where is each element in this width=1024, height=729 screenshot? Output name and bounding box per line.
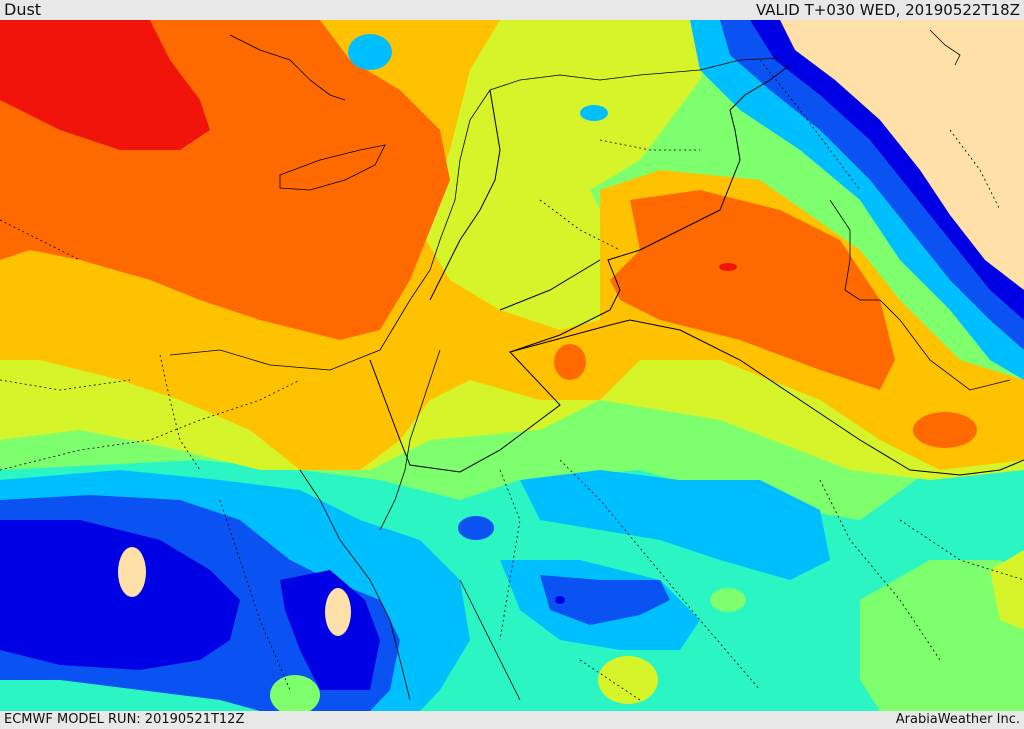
field-high-east — [610, 190, 895, 390]
header-bar: Dust VALID T+030 WED, 20190522T18Z — [0, 0, 1024, 20]
field-high-gulf — [913, 412, 977, 448]
field-med-low-se — [860, 560, 1024, 711]
coastlines — [169, 29, 1011, 701]
field-none-2 — [325, 588, 351, 636]
field-very-low-spot — [458, 516, 494, 540]
credit-label: ArabiaWeather Inc. — [895, 712, 1020, 727]
field-medium-north — [418, 54, 462, 90]
field-med-low-spot — [710, 588, 746, 612]
field-none-iran — [780, 20, 1024, 290]
field-lower-central — [520, 470, 830, 580]
field-medium-spot-s — [598, 656, 658, 704]
dust-forecast-map — [0, 20, 1024, 711]
field-none-1 — [118, 547, 146, 597]
field-minimal-central — [555, 596, 565, 604]
field-minimal-sw — [0, 520, 240, 670]
model-run-label: ECMWF MODEL RUN: 20190521T12Z — [4, 712, 245, 727]
field-medium-se — [990, 550, 1024, 630]
footer-bar: ECMWF MODEL RUN: 20190521T12Z ArabiaWeat… — [0, 711, 1024, 729]
field-high-jordan — [554, 344, 586, 380]
country-borders — [369, 64, 1024, 476]
province-borders — [0, 59, 1024, 701]
field-very-high — [0, 20, 210, 150]
field-lower-north-1 — [348, 34, 392, 70]
field-low-sw-edge — [0, 680, 260, 711]
field-medium-spot-sw — [270, 675, 320, 711]
map-canvas — [0, 20, 1024, 711]
map-title: Dust — [4, 0, 42, 19]
valid-time-label: VALID T+030 WED, 20190522T18Z — [755, 1, 1020, 19]
field-very-low-central — [540, 575, 670, 625]
field-lower-north-2 — [580, 105, 608, 121]
field-very-high-spot — [719, 263, 737, 271]
